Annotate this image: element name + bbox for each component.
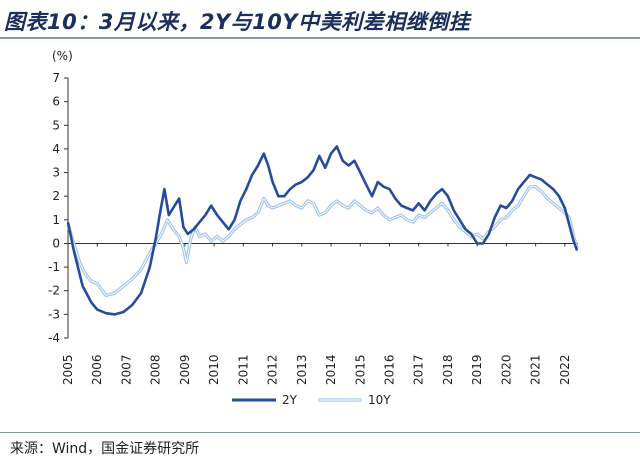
y-tick-label: 7: [52, 71, 60, 85]
x-tick-label: 2009: [178, 354, 192, 385]
legend-2y-label: 2Y: [282, 393, 298, 407]
x-tick-label: 2021: [529, 354, 543, 385]
x-tick-label: 2016: [382, 354, 396, 385]
x-tick-label: 2017: [412, 354, 426, 385]
x-tick-label: 2006: [90, 354, 104, 385]
x-tick-label: 2014: [324, 354, 338, 385]
y-tick-label: -2: [48, 284, 60, 298]
legend-10y-label: 10Y: [368, 393, 391, 407]
chart-series: [66, 145, 579, 316]
source-note: 来源：Wind，国金证券研究所: [10, 441, 200, 457]
y-tick-label: 3: [52, 166, 60, 180]
y-axis-label: (%): [52, 49, 73, 63]
x-tick-label: 2008: [149, 354, 163, 385]
x-tick-label: 2015: [353, 354, 367, 385]
y-tick-label: 0: [52, 236, 60, 250]
chart-legend: 2Y 10Y: [232, 393, 391, 407]
x-tick-label: 2022: [558, 354, 572, 385]
y-tick-label: 1: [52, 213, 60, 227]
y-tick-label: -4: [48, 331, 60, 345]
y-tick-label: -1: [48, 260, 60, 274]
series-10y-line-inner: [67, 186, 578, 296]
title-divider: [0, 37, 640, 39]
x-tick-label: 2019: [470, 354, 484, 385]
x-tick-label: 2005: [61, 354, 75, 385]
x-tick-label: 2012: [266, 354, 280, 385]
x-tick-label: 2011: [236, 354, 250, 385]
figure-title: 图表10：3月以来，2Y与10Y中美利差相继倒挂: [4, 10, 471, 34]
y-tick-label: 5: [52, 118, 60, 132]
source-divider: [0, 432, 640, 433]
x-tick-label: 2018: [441, 354, 455, 385]
x-tick-label: 2020: [499, 354, 513, 385]
x-tick-label: 2007: [119, 354, 133, 385]
y-tick-label: 2: [52, 189, 60, 203]
y-tick-label: 6: [52, 95, 60, 109]
series-2y-line: [66, 145, 579, 316]
series-10y-line: [66, 185, 579, 298]
x-tick-label: 2010: [207, 354, 221, 385]
y-tick-label: -3: [48, 307, 60, 321]
y-tick-label: 4: [52, 142, 60, 156]
x-tick-label: 2013: [295, 354, 309, 385]
